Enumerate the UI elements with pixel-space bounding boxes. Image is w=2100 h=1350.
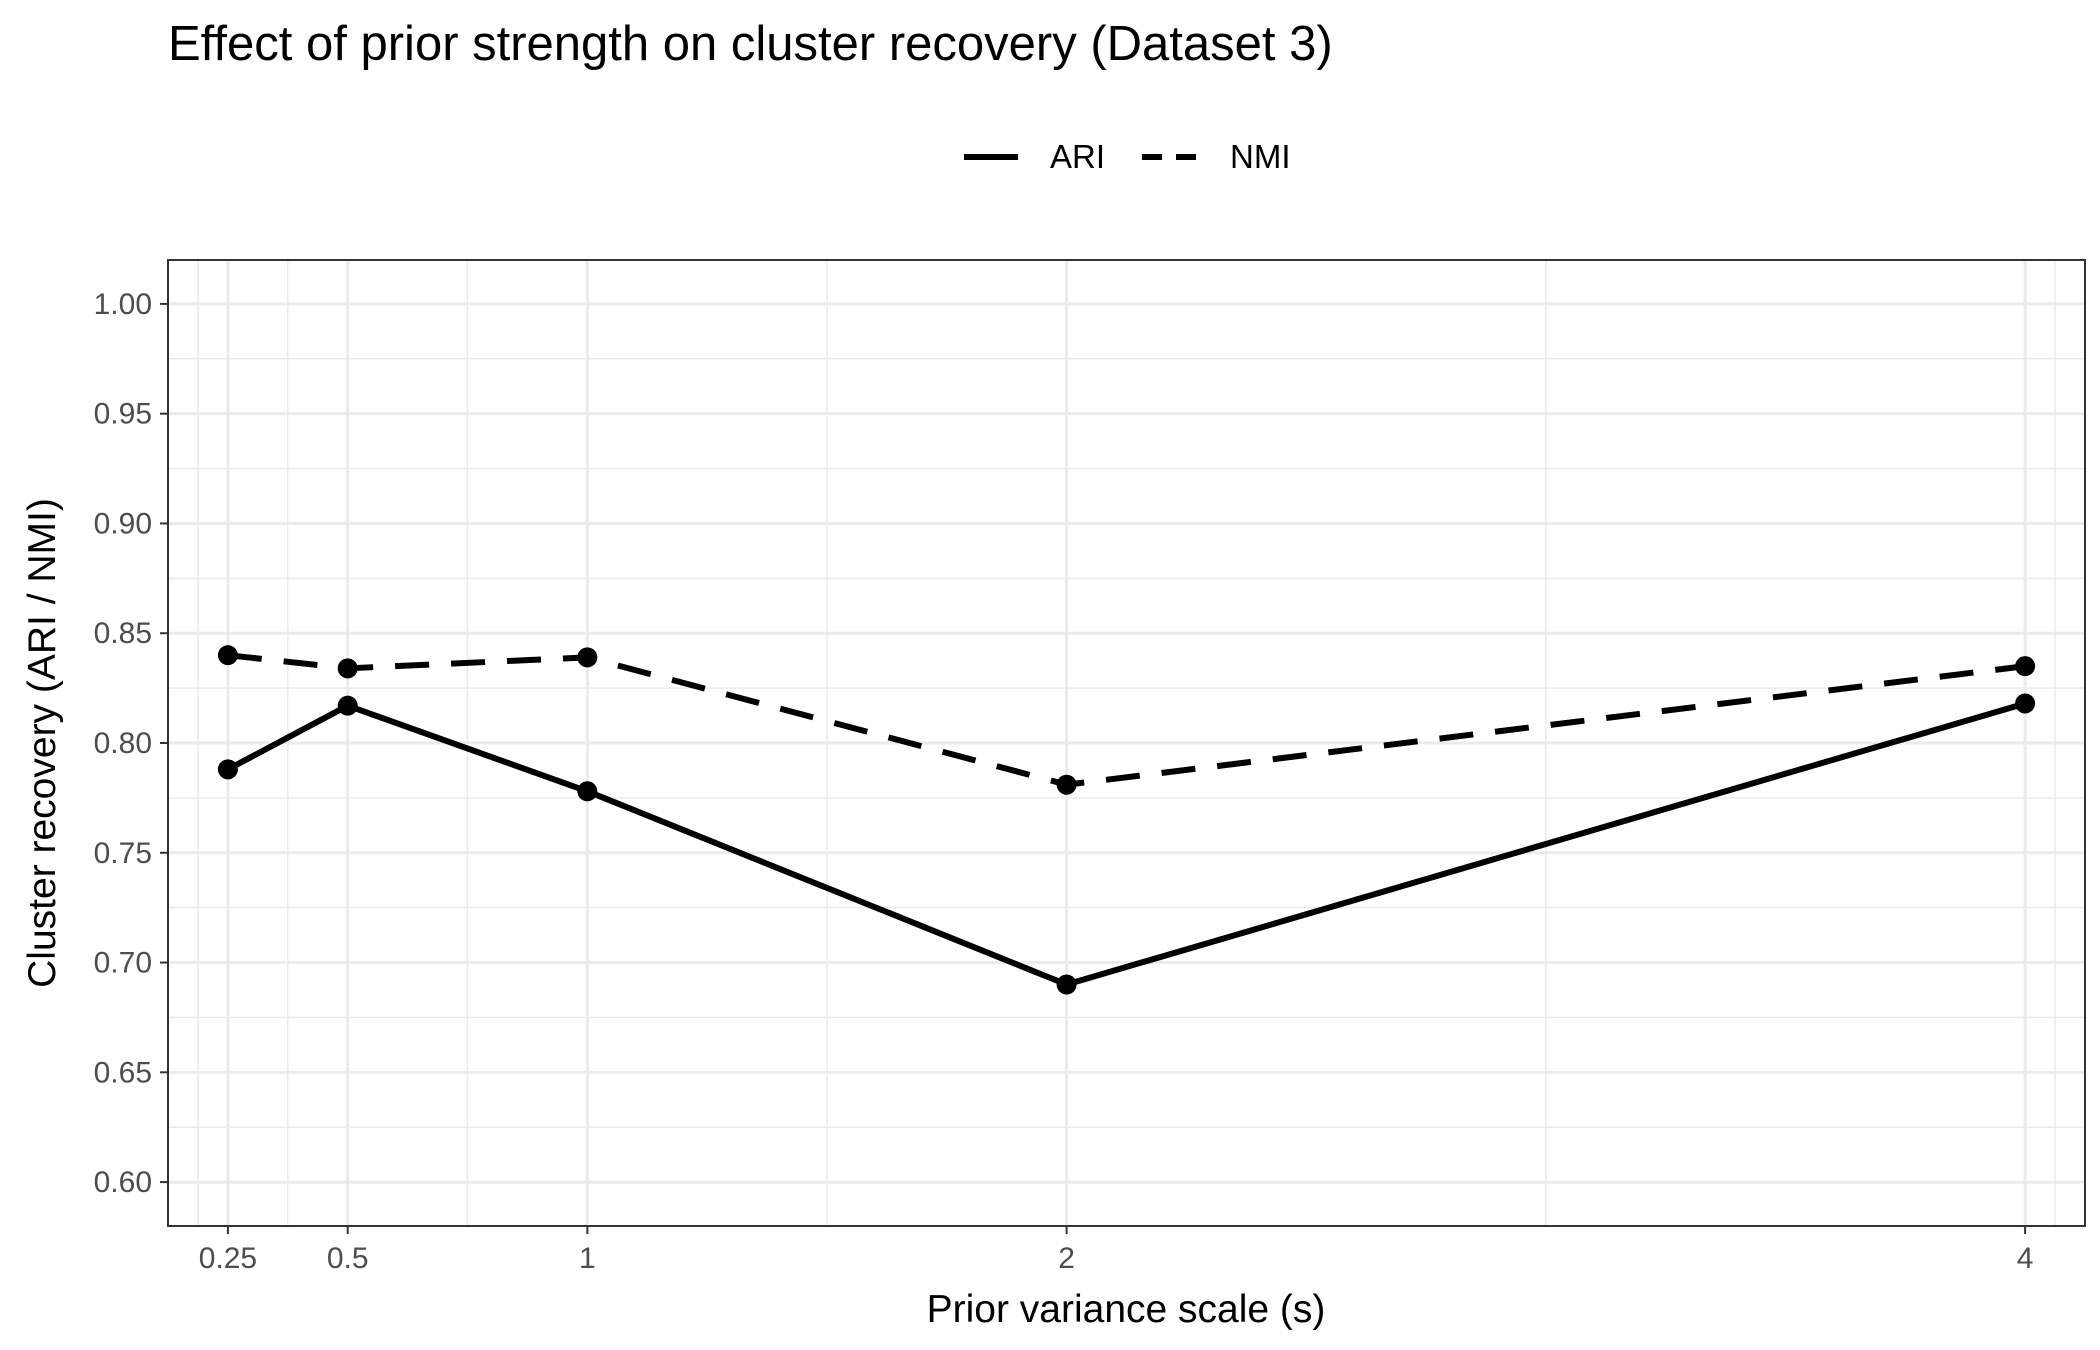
- data-point-nmi: [577, 647, 598, 668]
- y-axis-title: Cluster recovery (ARI / NMI): [21, 498, 64, 988]
- x-tick-label: 1: [579, 1242, 596, 1275]
- chart-title: Effect of prior strength on cluster reco…: [168, 17, 1333, 71]
- data-point-nmi: [1056, 774, 1077, 795]
- x-axis-title: Prior variance scale (s): [927, 1288, 1326, 1331]
- data-point-nmi: [2015, 656, 2036, 677]
- y-tick-label: 1.00: [94, 288, 152, 321]
- data-point-ari: [2015, 693, 2036, 714]
- x-tick-label: 0.5: [327, 1242, 369, 1275]
- axis-ticks: 0.60 0.65 0.70 0.75 0.80 0.85 0.90 0.95 1.00 0.25…: [94, 288, 2034, 1275]
- legend: ARI NMI: [964, 138, 1291, 175]
- y-tick-label: 0.60: [94, 1166, 152, 1199]
- x-tick-label: 2: [1058, 1242, 1075, 1275]
- data-point-ari: [1056, 974, 1077, 995]
- data-point-ari: [337, 695, 358, 716]
- legend-label-nmi: NMI: [1230, 138, 1291, 175]
- data-point-ari: [577, 781, 598, 802]
- data-point-nmi: [337, 658, 358, 679]
- x-tick-label: 4: [2017, 1242, 2034, 1275]
- y-tick-label: 0.90: [94, 507, 152, 540]
- series-layer: [217, 645, 2036, 995]
- y-tick-label: 0.95: [94, 398, 152, 431]
- y-tick-label: 0.75: [94, 837, 152, 870]
- legend-label-ari: ARI: [1050, 138, 1105, 175]
- data-point-ari: [217, 759, 238, 780]
- series-line-ari: [226, 700, 2026, 988]
- y-tick-label: 0.80: [94, 727, 152, 760]
- y-tick-label: 0.85: [94, 617, 152, 650]
- x-tick-label: 0.25: [199, 1242, 257, 1275]
- series-line-nmi: [227, 652, 2026, 788]
- grid: [168, 260, 2085, 1226]
- y-tick-label: 0.65: [94, 1056, 152, 1089]
- data-point-nmi: [217, 645, 238, 666]
- y-tick-label: 0.70: [94, 947, 152, 980]
